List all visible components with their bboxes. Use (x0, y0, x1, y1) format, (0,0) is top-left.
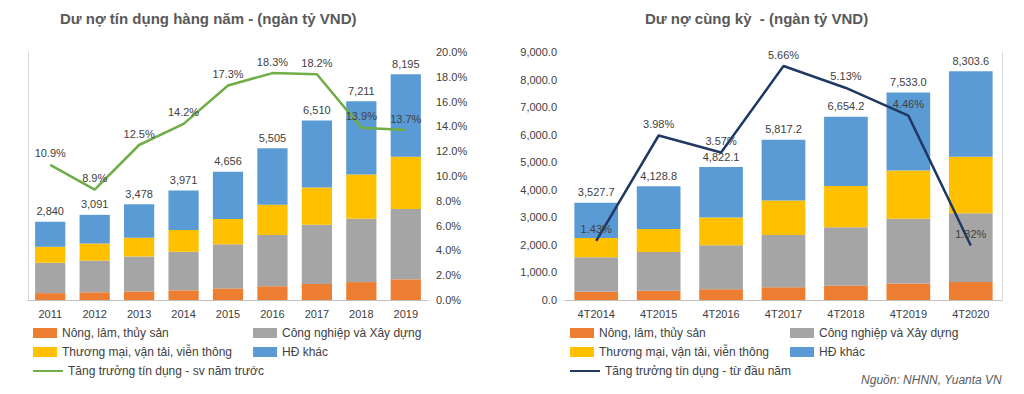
svg-text:4T2016: 4T2016 (702, 308, 739, 320)
svg-text:4T2019: 4T2019 (890, 308, 927, 320)
svg-text:3,527.7: 3,527.7 (578, 186, 615, 198)
svg-text:6,510: 6,510 (303, 104, 331, 116)
svg-text:2014: 2014 (171, 308, 195, 320)
svg-text:8.9%: 8.9% (82, 172, 107, 184)
svg-text:0.0: 0.0 (542, 294, 557, 306)
svg-text:2012: 2012 (82, 308, 106, 320)
svg-text:4T2017: 4T2017 (765, 308, 802, 320)
svg-text:18.2%: 18.2% (301, 57, 332, 69)
svg-text:Thương mại, vận tải, viễn thôn: Thương mại, vận tải, viễn thông (599, 344, 769, 359)
svg-text:12.5%: 12.5% (124, 128, 155, 140)
svg-text:4T2015: 4T2015 (640, 308, 677, 320)
svg-text:9,000.0: 9,000.0 (520, 46, 557, 58)
svg-text:3.57%: 3.57% (705, 135, 736, 147)
svg-text:3.98%: 3.98% (643, 118, 674, 130)
svg-text:3,971: 3,971 (170, 174, 198, 186)
svg-text:14.0%: 14.0% (436, 120, 467, 132)
svg-text:14.2%: 14.2% (168, 106, 199, 118)
svg-text:18.0%: 18.0% (436, 71, 467, 83)
svg-text:7,211: 7,211 (348, 85, 375, 97)
svg-text:Dư nợ tín dụng hàng năm - (ngà: Dư nợ tín dụng hàng năm - (ngàn tỷ VND) (60, 10, 357, 27)
svg-text:Nông, lâm, thủy sản: Nông, lâm, thủy sản (599, 326, 706, 340)
svg-text:2018: 2018 (349, 308, 373, 320)
svg-text:Thương mại, vận tải, viễn thôn: Thương mại, vận tải, viễn thông (62, 344, 232, 359)
svg-text:HĐ khác: HĐ khác (282, 345, 328, 359)
svg-text:8.0%: 8.0% (436, 195, 461, 207)
svg-text:3,091: 3,091 (81, 198, 109, 210)
svg-text:1.32%: 1.32% (955, 228, 986, 240)
svg-text:HĐ khác: HĐ khác (819, 345, 865, 359)
svg-text:3,478: 3,478 (125, 188, 153, 200)
svg-text:8,303.6: 8,303.6 (952, 55, 989, 67)
svg-text:8,195: 8,195 (392, 58, 420, 70)
svg-text:5.13%: 5.13% (830, 70, 861, 82)
svg-text:2019: 2019 (394, 308, 418, 320)
svg-text:Tăng trưởng tín dụng - sv năm: Tăng trưởng tín dụng - sv năm trước (68, 364, 264, 378)
svg-text:4.0%: 4.0% (436, 244, 461, 256)
svg-text:Tăng trưởng tín dụng - từ đầu: Tăng trưởng tín dụng - từ đầu năm (605, 364, 791, 378)
svg-text:6,654.2: 6,654.2 (828, 100, 865, 112)
svg-text:4,656: 4,656 (214, 155, 242, 167)
svg-text:4,822.1: 4,822.1 (702, 150, 740, 163)
svg-text:16.0%: 16.0% (436, 96, 467, 108)
svg-text:7,533.0: 7,533.0 (890, 76, 927, 88)
svg-text:5.66%: 5.66% (768, 49, 799, 61)
svg-text:6.0%: 6.0% (436, 220, 461, 232)
svg-text:20.0%: 20.0% (436, 46, 467, 58)
svg-text:4T2018: 4T2018 (827, 308, 864, 320)
svg-text:10.9%: 10.9% (35, 147, 66, 159)
svg-text:4,128.8: 4,128.8 (640, 170, 677, 182)
svg-text:13.7%: 13.7% (390, 113, 421, 125)
svg-text:Công nghiệp và Xây dựng: Công nghiệp và Xây dựng (819, 326, 958, 340)
svg-text:13.9%: 13.9% (346, 110, 377, 122)
svg-text:7,000.0: 7,000.0 (520, 101, 557, 113)
svg-text:12.0%: 12.0% (436, 145, 467, 157)
svg-text:1,000.0: 1,000.0 (520, 266, 557, 278)
svg-text:Nguồn: NHNN, Yuanta VN: Nguồn: NHNN, Yuanta VN (861, 373, 1002, 387)
svg-text:3,000.0: 3,000.0 (520, 211, 557, 223)
svg-text:4,000.0: 4,000.0 (520, 184, 557, 196)
svg-text:Nông, lâm, thủy sản: Nông, lâm, thủy sản (62, 326, 169, 340)
svg-text:4T2014: 4T2014 (578, 308, 615, 320)
svg-text:17.3%: 17.3% (212, 68, 243, 80)
svg-text:8,000.0: 8,000.0 (520, 74, 557, 86)
svg-text:6,000.0: 6,000.0 (520, 129, 557, 141)
svg-text:2,000.0: 2,000.0 (520, 239, 557, 251)
svg-text:Dư nợ cùng kỳ - (ngàn tỷ VND): Dư nợ cùng kỳ - (ngàn tỷ VND) (645, 10, 868, 27)
svg-text:18.3%: 18.3% (257, 56, 288, 68)
svg-text:Công nghiệp và Xây dựng: Công nghiệp và Xây dựng (282, 326, 421, 340)
svg-text:2017: 2017 (305, 308, 329, 320)
svg-text:5,000.0: 5,000.0 (520, 156, 557, 168)
svg-text:5,505: 5,505 (259, 132, 287, 144)
svg-text:2016: 2016 (260, 308, 284, 320)
svg-text:5,817.2: 5,817.2 (765, 123, 802, 135)
svg-text:2011: 2011 (38, 308, 62, 320)
svg-text:2013: 2013 (127, 308, 151, 320)
svg-text:4.46%: 4.46% (893, 98, 924, 110)
svg-text:1.43%: 1.43% (581, 223, 612, 235)
svg-text:4T2020: 4T2020 (952, 308, 989, 320)
svg-text:10.0%: 10.0% (436, 170, 467, 182)
svg-text:2,840: 2,840 (36, 205, 64, 217)
svg-text:0.0%: 0.0% (436, 294, 461, 306)
svg-text:2015: 2015 (216, 308, 240, 320)
svg-text:2.0%: 2.0% (436, 269, 461, 281)
